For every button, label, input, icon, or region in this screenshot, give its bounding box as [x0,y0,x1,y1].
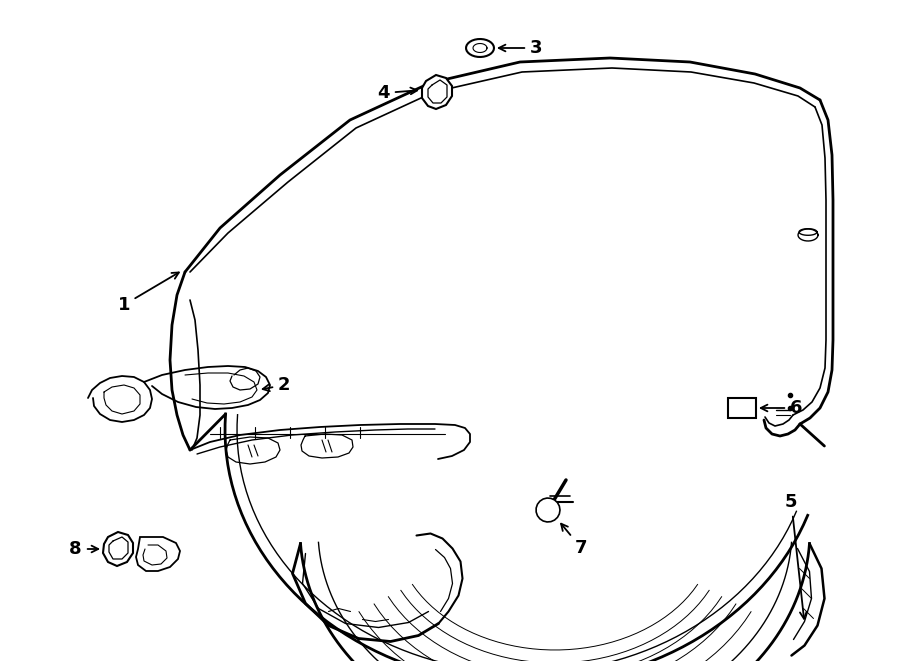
Polygon shape [742,398,756,418]
Polygon shape [103,532,133,566]
Polygon shape [536,498,560,522]
Text: 4: 4 [377,84,418,102]
Text: 1: 1 [118,272,179,314]
Polygon shape [136,537,180,571]
Text: 6: 6 [760,399,803,417]
Text: 7: 7 [561,524,588,557]
Text: 8: 8 [69,540,98,558]
Text: 5: 5 [785,493,806,619]
Polygon shape [466,39,494,57]
Polygon shape [728,398,756,418]
Text: 2: 2 [263,376,291,394]
Text: 3: 3 [499,39,543,57]
Polygon shape [422,75,452,109]
